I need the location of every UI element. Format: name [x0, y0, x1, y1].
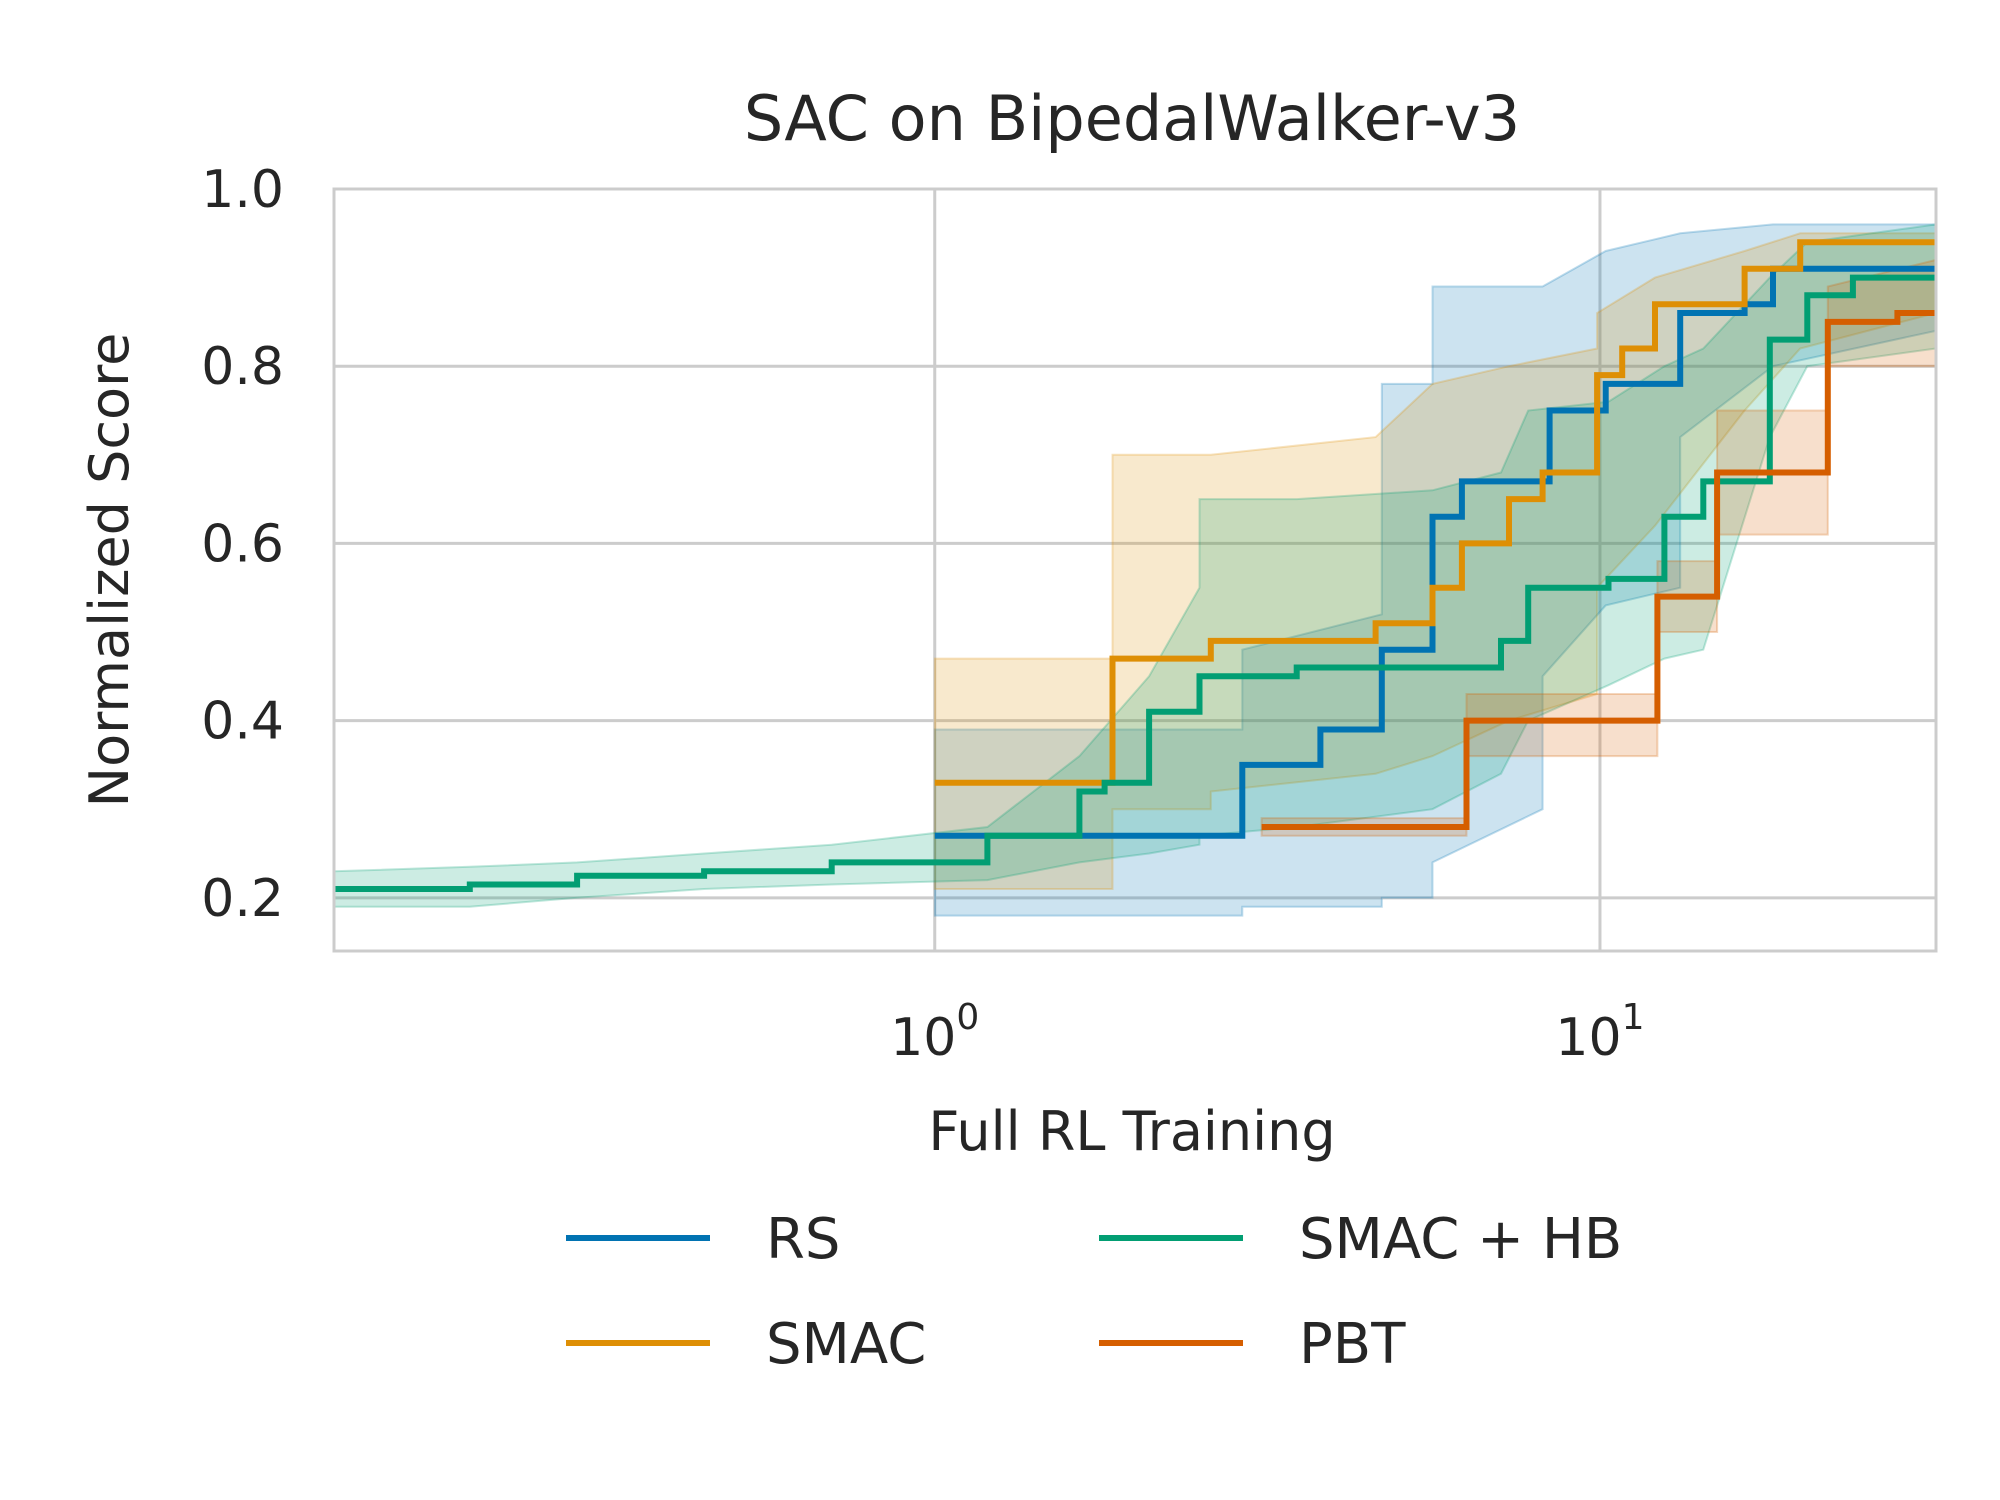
line-layer — [334, 239, 1936, 892]
x-tick-labels: 100 101 — [890, 997, 1644, 1068]
legend-label: RS — [766, 1207, 840, 1272]
legend: RS SMAC + HB SMAC PBT — [566, 1207, 1622, 1377]
y-tick-labels: 0.2 0.4 0.6 0.8 1.0 — [201, 160, 284, 929]
series-line — [334, 274, 1936, 892]
y-tick-label: 0.2 — [201, 869, 284, 929]
y-axis-label: Normalized Score — [78, 333, 141, 808]
y-tick-label: 0.4 — [201, 692, 284, 752]
x-axis-label: Full RL Training — [928, 1100, 1335, 1163]
legend-label: PBT — [1299, 1312, 1406, 1377]
chart-title: SAC on BipedalWalker-v3 — [744, 82, 1520, 155]
series-line — [934, 239, 1936, 786]
legend-label: SMAC — [766, 1312, 926, 1377]
plot-frame — [332, 187, 1938, 953]
grid-layer — [334, 187, 1936, 951]
y-tick-label: 1.0 — [201, 160, 284, 220]
x-tick-label: 101 — [1555, 997, 1644, 1068]
legend-label: SMAC + HB — [1299, 1207, 1622, 1272]
x-tick-label: 100 — [890, 997, 979, 1068]
y-tick-label: 0.8 — [201, 337, 284, 397]
series-line — [934, 265, 1936, 839]
series-line — [1261, 310, 1936, 830]
y-tick-label: 0.6 — [201, 514, 284, 574]
